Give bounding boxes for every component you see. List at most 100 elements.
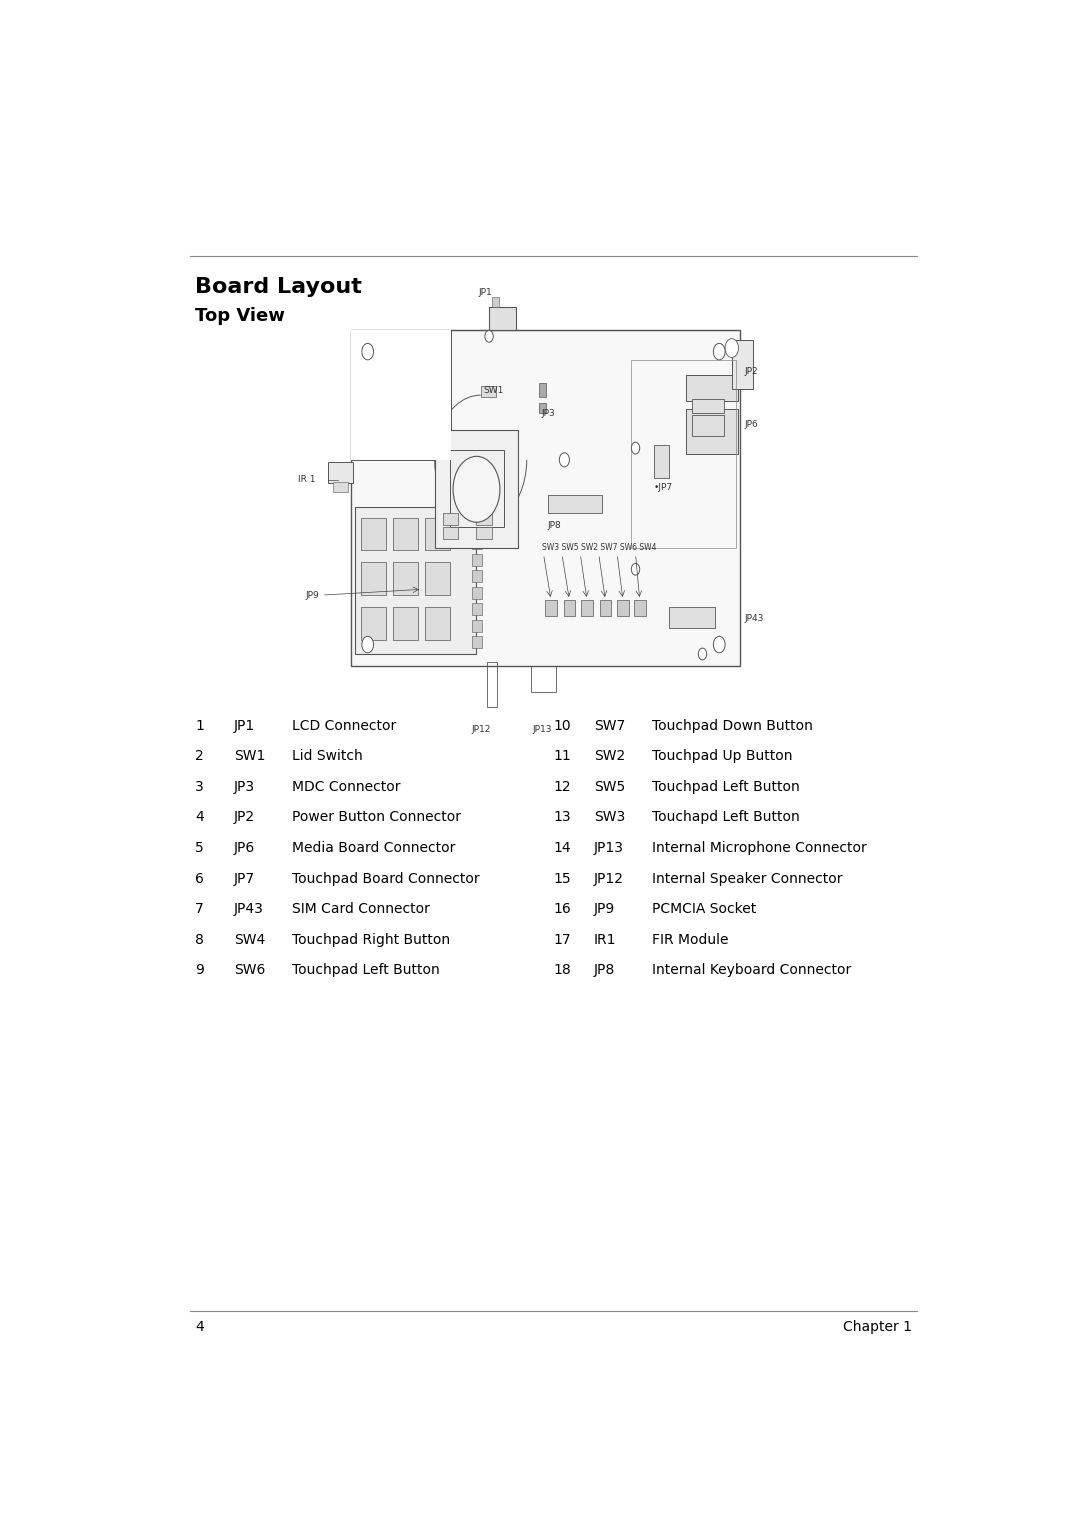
Bar bbox=[443, 513, 458, 524]
Circle shape bbox=[725, 339, 739, 358]
Bar bbox=[492, 298, 499, 307]
Bar bbox=[424, 562, 449, 594]
Bar bbox=[548, 495, 602, 513]
Text: Top View: Top View bbox=[195, 307, 285, 325]
Text: MDC Connector: MDC Connector bbox=[293, 779, 401, 795]
Bar bbox=[443, 527, 458, 539]
Text: JP3: JP3 bbox=[542, 410, 555, 419]
Bar bbox=[599, 601, 611, 616]
Bar bbox=[476, 527, 491, 539]
Text: 14: 14 bbox=[554, 840, 571, 856]
Bar bbox=[472, 587, 483, 599]
Text: JP12: JP12 bbox=[471, 724, 490, 733]
Text: Touchapd Left Button: Touchapd Left Button bbox=[652, 810, 800, 825]
Bar bbox=[481, 385, 496, 397]
Bar bbox=[486, 662, 497, 707]
Text: 2: 2 bbox=[195, 749, 204, 764]
Bar bbox=[449, 451, 504, 527]
Text: 8: 8 bbox=[195, 932, 204, 947]
Text: SW2: SW2 bbox=[594, 749, 625, 764]
Text: Lid Switch: Lid Switch bbox=[293, 749, 363, 764]
Text: Touchpad Left Button: Touchpad Left Button bbox=[293, 964, 441, 978]
Text: Touchpad Down Button: Touchpad Down Button bbox=[652, 718, 813, 733]
Bar bbox=[333, 483, 348, 492]
Bar bbox=[539, 384, 546, 397]
Bar bbox=[424, 607, 449, 640]
Text: Power Button Connector: Power Button Connector bbox=[293, 810, 461, 825]
Text: SW4: SW4 bbox=[233, 932, 265, 947]
Bar bbox=[634, 601, 646, 616]
Text: JP43: JP43 bbox=[744, 614, 764, 623]
Text: JP1: JP1 bbox=[233, 718, 255, 733]
Text: IR 1: IR 1 bbox=[298, 475, 315, 484]
Text: SW1: SW1 bbox=[233, 749, 266, 764]
Text: JP2: JP2 bbox=[744, 367, 758, 376]
Text: JP7: JP7 bbox=[233, 871, 255, 886]
Text: IR1: IR1 bbox=[594, 932, 617, 947]
Text: SW3: SW3 bbox=[594, 810, 625, 825]
Text: 6: 6 bbox=[195, 871, 204, 886]
Circle shape bbox=[454, 457, 500, 523]
Bar bbox=[472, 538, 483, 549]
Bar bbox=[476, 513, 491, 524]
Text: JP9: JP9 bbox=[306, 591, 320, 599]
Text: •JP7: •JP7 bbox=[653, 483, 673, 492]
Text: 9: 9 bbox=[195, 964, 204, 978]
Bar bbox=[393, 607, 418, 640]
Circle shape bbox=[559, 452, 569, 468]
Text: 5: 5 bbox=[195, 840, 204, 856]
Bar bbox=[581, 601, 593, 616]
Bar bbox=[686, 410, 738, 454]
Circle shape bbox=[362, 344, 374, 359]
Bar bbox=[472, 636, 483, 648]
Bar bbox=[692, 416, 725, 437]
Circle shape bbox=[714, 636, 725, 652]
Text: SIM Card Connector: SIM Card Connector bbox=[293, 902, 430, 917]
Text: JP6: JP6 bbox=[744, 420, 758, 429]
Bar bbox=[355, 507, 476, 654]
Circle shape bbox=[699, 648, 706, 660]
Text: SW1: SW1 bbox=[483, 385, 503, 394]
Text: 13: 13 bbox=[554, 810, 571, 825]
Text: Internal Keyboard Connector: Internal Keyboard Connector bbox=[652, 964, 851, 978]
Text: Touchpad Left Button: Touchpad Left Button bbox=[652, 779, 800, 795]
Bar bbox=[692, 399, 725, 413]
Text: Touchpad Right Button: Touchpad Right Button bbox=[293, 932, 450, 947]
Text: Board Layout: Board Layout bbox=[195, 278, 362, 298]
Circle shape bbox=[362, 636, 374, 652]
Bar bbox=[393, 562, 418, 594]
Text: 15: 15 bbox=[554, 871, 571, 886]
Text: 12: 12 bbox=[554, 779, 571, 795]
Text: SW3 SW5 SW2 SW7 SW6 SW4: SW3 SW5 SW2 SW7 SW6 SW4 bbox=[542, 542, 657, 552]
Bar bbox=[489, 307, 516, 330]
Circle shape bbox=[714, 344, 725, 359]
Bar bbox=[361, 562, 387, 594]
Text: SW7: SW7 bbox=[594, 718, 625, 733]
Bar bbox=[617, 601, 629, 616]
Text: Media Board Connector: Media Board Connector bbox=[293, 840, 456, 856]
Bar bbox=[564, 601, 576, 616]
Circle shape bbox=[485, 330, 494, 342]
Bar bbox=[434, 431, 518, 549]
Text: JP9: JP9 bbox=[594, 902, 615, 917]
Bar bbox=[732, 339, 753, 390]
Text: JP2: JP2 bbox=[233, 810, 255, 825]
Text: JP8: JP8 bbox=[548, 521, 562, 530]
Text: Internal Speaker Connector: Internal Speaker Connector bbox=[652, 871, 842, 886]
Bar bbox=[472, 570, 483, 582]
Text: JP3: JP3 bbox=[233, 779, 255, 795]
Bar bbox=[351, 330, 740, 666]
Circle shape bbox=[632, 564, 639, 575]
Bar bbox=[669, 607, 715, 628]
Text: FIR Module: FIR Module bbox=[652, 932, 729, 947]
Bar bbox=[472, 620, 483, 631]
Text: 17: 17 bbox=[554, 932, 571, 947]
Circle shape bbox=[632, 442, 639, 454]
Text: 3: 3 bbox=[195, 779, 204, 795]
Text: JP8: JP8 bbox=[594, 964, 615, 978]
Bar bbox=[472, 555, 483, 565]
Text: Chapter 1: Chapter 1 bbox=[842, 1320, 912, 1334]
Text: 10: 10 bbox=[554, 718, 571, 733]
Text: JP13: JP13 bbox=[594, 840, 623, 856]
Text: JP6: JP6 bbox=[233, 840, 255, 856]
